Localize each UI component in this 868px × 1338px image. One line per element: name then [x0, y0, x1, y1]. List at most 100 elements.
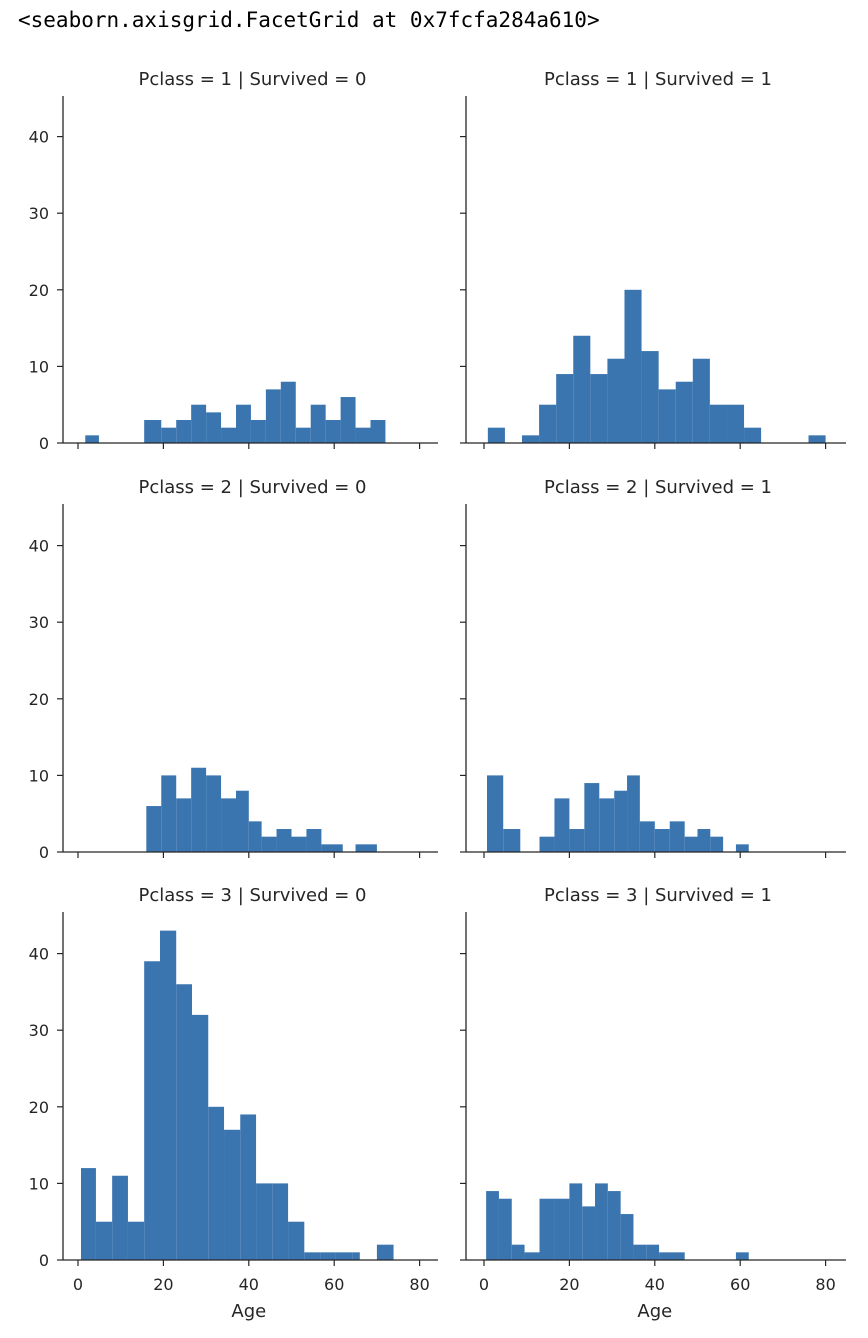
histogram-bar: [144, 420, 162, 443]
y-tick-label: 30: [29, 613, 49, 632]
histogram-bar: [272, 1183, 289, 1260]
histogram-bar: [620, 1214, 634, 1260]
histogram-bar: [335, 1252, 353, 1260]
histogram-bar: [539, 836, 555, 852]
histogram-bar: [654, 829, 670, 852]
histogram-bar: [692, 358, 710, 443]
histogram-bar: [487, 427, 505, 443]
histogram-bar: [624, 289, 642, 443]
histogram-bar: [159, 930, 177, 1260]
histogram-bar: [524, 1252, 540, 1260]
facet-panel-5: Pclass = 3 | Survived = 0 0 10 20 30 40 0 20 40 6…: [29, 885, 438, 1322]
output-repr-text: <seaborn.axisgrid.FacetGrid at 0x7fcfa28…: [18, 8, 600, 32]
histogram-bar: [735, 844, 749, 852]
histogram-bar: [355, 844, 377, 852]
x-tick-label: 20: [559, 1275, 579, 1294]
x-tick-label: 40: [645, 1275, 665, 1294]
histogram-bar: [191, 767, 207, 852]
histogram-bar: [511, 1244, 525, 1260]
histogram-bar: [646, 1244, 660, 1260]
histogram-bar: [176, 420, 192, 443]
histogram-bar: [320, 1252, 336, 1260]
histogram-bar: [669, 821, 685, 852]
histogram-bar: [639, 821, 655, 852]
histogram-bar: [539, 1198, 555, 1260]
histogram-bar: [291, 836, 307, 852]
histogram-bar: [503, 829, 521, 852]
x-tick-label: 60: [730, 1275, 750, 1294]
histogram-bar: [310, 404, 326, 443]
y-tick-label: 40: [29, 128, 49, 147]
histogram-bar: [235, 404, 251, 443]
x-tick-label: 0: [479, 1275, 489, 1294]
histogram-bar: [554, 1198, 570, 1260]
histogram-bar: [95, 1221, 113, 1260]
x-tick-label: 40: [239, 1275, 259, 1294]
x-axis-label: Age: [637, 1301, 672, 1322]
histogram-bar: [569, 1183, 583, 1260]
histogram-bar: [208, 1106, 225, 1260]
histogram-bar: [498, 1198, 512, 1260]
y-tick-label: 0: [39, 843, 49, 862]
histogram-bar: [370, 420, 386, 443]
histogram-bar: [161, 427, 177, 443]
histogram-bar: [250, 420, 266, 443]
x-tick-label: 0: [73, 1275, 83, 1294]
facet-panel-6: Pclass = 3 | Survived = 1 0 20 40 60 80 Age: [460, 885, 846, 1322]
facet-title: Pclass = 1 | Survived = 1: [544, 69, 772, 90]
histogram-bar: [599, 798, 615, 852]
histogram-bar: [261, 836, 277, 852]
histogram-bar: [146, 806, 162, 852]
histogram-bar: [633, 1244, 647, 1260]
histogram-bar: [614, 790, 628, 852]
histogram-bar: [206, 775, 222, 852]
histogram-bar: [607, 1191, 621, 1260]
facet-title: Pclass = 1 | Survived = 0: [138, 69, 366, 90]
histogram-bar: [176, 798, 192, 852]
histogram-bar: [221, 427, 236, 443]
histogram-bar: [144, 961, 160, 1260]
histogram-bar: [280, 381, 296, 443]
facet-panel-3: Pclass = 2 | Survived = 0 0 10 20 30 40: [29, 477, 438, 862]
y-tick-label: 20: [29, 1098, 49, 1117]
histogram-bar: [352, 1252, 360, 1260]
facet-title: Pclass = 2 | Survived = 1: [544, 477, 772, 498]
histogram-bar: [659, 1252, 685, 1260]
y-tick-label: 30: [29, 204, 49, 223]
histogram-bar: [235, 790, 249, 852]
histogram-bar: [112, 1175, 128, 1260]
histogram-bar: [176, 984, 193, 1260]
histogram-bar: [590, 374, 608, 443]
histogram-bar: [276, 829, 292, 852]
histogram-bar: [675, 381, 693, 443]
y-tick-label: 0: [39, 434, 49, 453]
histogram-bar: [486, 1191, 499, 1260]
histogram-bar: [584, 783, 600, 852]
y-tick-label: 20: [29, 281, 49, 300]
y-tick-label: 10: [29, 766, 49, 785]
histogram-bar: [248, 821, 262, 852]
histogram-bar: [306, 829, 322, 852]
x-tick-label: 80: [815, 1275, 835, 1294]
x-tick-label: 20: [153, 1275, 173, 1294]
histogram-bar: [697, 829, 711, 852]
y-tick-label: 10: [29, 1174, 49, 1193]
facet-title: Pclass = 3 | Survived = 0: [138, 885, 366, 906]
histogram-bar: [486, 775, 504, 852]
histogram-bar: [206, 412, 222, 443]
histogram-bar: [641, 351, 659, 443]
y-tick-label: 0: [39, 1251, 49, 1270]
histogram-bar: [710, 836, 724, 852]
histogram-bar: [569, 829, 585, 852]
histogram-bar: [556, 374, 574, 443]
histogram-bar: [744, 427, 762, 443]
y-tick-label: 40: [29, 537, 49, 556]
x-tick-label: 60: [324, 1275, 344, 1294]
histogram-bar: [582, 1206, 596, 1260]
histogram-bar: [191, 404, 207, 443]
histogram-bar: [265, 389, 281, 443]
histogram-bar: [85, 435, 99, 443]
histogram-bar: [522, 435, 540, 443]
histogram-bar: [192, 1014, 209, 1260]
